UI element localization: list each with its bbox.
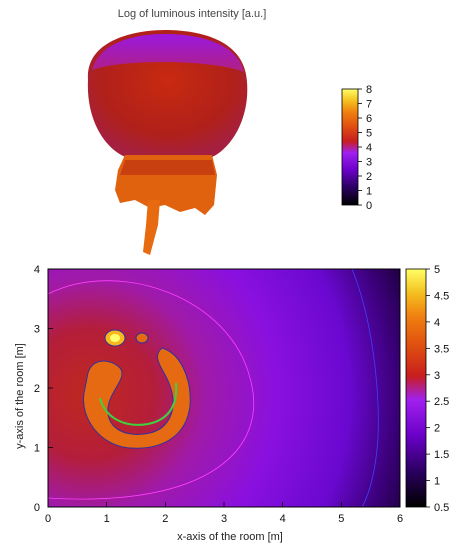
hot-spot-core — [110, 334, 120, 342]
contour-right — [351, 269, 379, 507]
y-tick-label: 1 — [34, 443, 40, 455]
x-axis-label: x-axis of the room [m] — [177, 531, 283, 543]
heatmap-colorbar-tick-label: 5 — [434, 264, 440, 276]
heatmap-colorbar-tick-label: 1.5 — [434, 449, 449, 461]
bright-ring — [83, 347, 191, 449]
y-axis-label: y-axis of the room [m] — [14, 343, 26, 449]
surface-colorbar-tick-label: 2 — [366, 171, 372, 183]
surface-title: Log of luminous intensity [a.u.] — [117, 8, 267, 20]
heatmap-colorbar-tick-label: 3 — [434, 370, 440, 382]
surface-cap — [92, 34, 244, 72]
heatmap-colorbar-tick-label: 0.5 — [434, 502, 449, 514]
spot-2 — [135, 332, 149, 344]
surface-plot — [87, 30, 248, 255]
x-tick-label: 5 — [338, 513, 344, 525]
heatmap-colorbar-tick-label: 2.5 — [434, 396, 449, 408]
heatmap-plot: 0 1 2 3 4 5 6 0 1 2 3 4 0.5 1 1.5 2 2.5 3 3.5 4 4.5 5 — [34, 264, 449, 525]
surface-colorbar-tick-label: 5 — [366, 128, 372, 140]
heatmap-colorbar-tick-label: 4 — [434, 317, 440, 329]
surface-colorbar-tick-label: 8 — [366, 84, 372, 96]
heatmap-colorbar-tick-label: 1 — [434, 476, 440, 488]
x-axis-ticks: 0 1 2 3 4 5 6 — [45, 502, 403, 525]
contour-outer — [48, 280, 255, 500]
y-tick-label: 2 — [34, 383, 40, 395]
x-tick-label: 4 — [280, 513, 286, 525]
surface-colorbar-tick-label: 7 — [366, 99, 372, 111]
surface-colorbar-tick-label: 4 — [366, 142, 372, 154]
surface-neck-band — [120, 160, 215, 175]
surface-colorbar-tick-label: 1 — [366, 186, 372, 198]
surface-colorbar-tick-label: 6 — [366, 113, 372, 125]
y-tick-label: 3 — [34, 324, 40, 336]
x-tick-label: 6 — [397, 513, 403, 525]
y-tick-label: 4 — [34, 264, 40, 276]
heatmap-colorbar-tick-label: 3.5 — [434, 343, 449, 355]
heatmap-colorbar-ticks: 0.5 1 1.5 2 2.5 3 3.5 4 4.5 5 — [426, 264, 449, 514]
x-tick-label: 2 — [162, 513, 168, 525]
x-tick-label: 0 — [45, 513, 51, 525]
bright-ring-core — [99, 382, 178, 426]
x-tick-label: 1 — [104, 513, 110, 525]
heatmap-colorbar — [405, 268, 427, 508]
surface-colorbar-tick-label: 3 — [366, 157, 372, 169]
x-tick-label: 3 — [221, 513, 227, 525]
surface-colorbar-tick-label: 0 — [366, 200, 372, 212]
heatmap-colorbar-tick-label: 2 — [434, 423, 440, 435]
surface-colorbar: 0 1 2 3 4 5 6 7 8 — [341, 84, 372, 212]
y-tick-label: 0 — [34, 502, 40, 514]
surface-colorbar-ticks: 0 1 2 3 4 5 6 7 8 — [358, 84, 372, 212]
heatmap-colorbar-tick-label: 4.5 — [434, 290, 449, 302]
surface-stem — [143, 200, 160, 255]
y-axis-ticks: 0 1 2 3 4 — [34, 264, 53, 514]
